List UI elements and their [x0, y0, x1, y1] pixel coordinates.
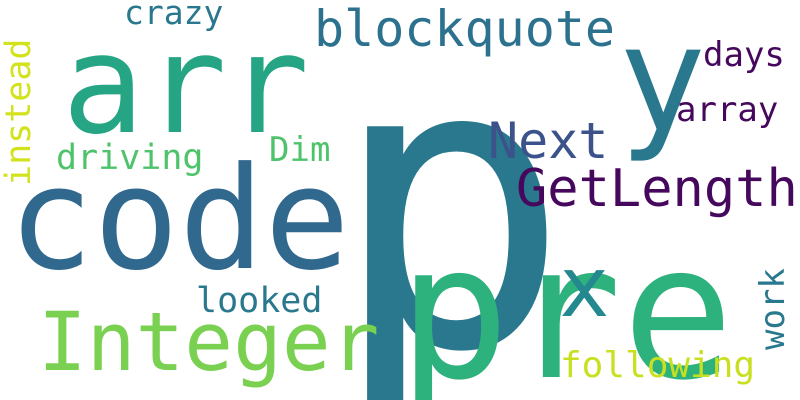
word-crazy: crazy	[124, 0, 224, 32]
word-instead: instead	[0, 38, 39, 186]
word-work: work	[753, 268, 793, 350]
word-code: code	[8, 137, 350, 302]
word-following: following	[560, 345, 756, 386]
word-next: Next	[488, 112, 609, 170]
word-x: x	[559, 238, 610, 336]
word-driving: driving	[56, 138, 204, 178]
word-days: days	[703, 35, 785, 75]
word-pre: pre	[398, 204, 734, 400]
word-arr: arr	[62, 6, 310, 165]
word-p: p	[330, 0, 571, 400]
word-array: array	[676, 90, 779, 130]
word-integer: Integer	[38, 296, 380, 390]
word-dim: Dim	[269, 130, 331, 170]
word-getlength: GetLength	[516, 159, 798, 219]
word-blockquote: blockquote	[314, 0, 616, 58]
word-y: y	[618, 0, 707, 165]
word-looked: looked	[196, 281, 323, 321]
